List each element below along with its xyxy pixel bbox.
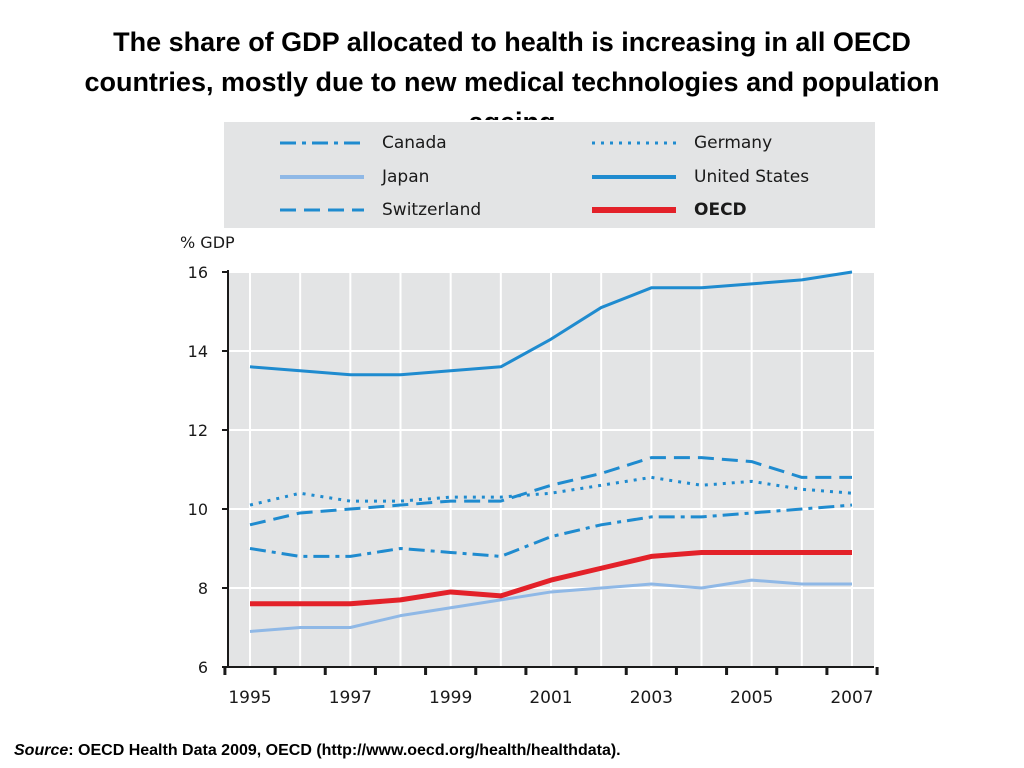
y-tick-label-12: 12 — [188, 421, 208, 440]
legend-swatch-switzerland — [280, 208, 364, 212]
legend-swatch-canada — [280, 141, 364, 145]
y-axis-label: % GDP — [180, 233, 235, 252]
slide-title: The share of GDP allocated to health is … — [10, 22, 1014, 120]
source-label: Source — [14, 742, 69, 759]
series-line-canada — [249, 503, 853, 558]
y-tick-label-8: 8 — [198, 579, 208, 598]
source-text: : OECD Health Data 2009, OECD (http://ww… — [68, 742, 621, 759]
title-line-1: The share of GDP allocated to health is … — [113, 27, 911, 57]
legend-label-canada: Canada — [382, 133, 447, 153]
legend-label-united-states: United States — [694, 167, 810, 187]
legend-swatch-japan — [280, 175, 364, 179]
x-tick-label-2007: 2007 — [830, 688, 873, 708]
series-line-japan — [249, 578, 852, 633]
y-tick-label-10: 10 — [188, 500, 208, 519]
legend-swatch-united-states — [592, 175, 676, 179]
chart-legend: Canada Germany Japan United States Switz… — [224, 122, 875, 228]
series-line-oecd — [250, 549, 852, 607]
series-line-switzerland — [249, 456, 852, 527]
legend-label-switzerland: Switzerland — [382, 200, 482, 220]
x-tick-label-2001: 2001 — [529, 688, 572, 708]
series-line-united-states — [249, 270, 853, 377]
legend-swatch-oecd — [592, 207, 676, 213]
x-tick-label-2005: 2005 — [730, 688, 773, 708]
title-line-2: countries, mostly due to new medical tec… — [84, 67, 940, 97]
x-tick-label-1999: 1999 — [429, 688, 472, 708]
y-tick-label-14: 14 — [188, 342, 208, 361]
title-line-3: ageing — [10, 102, 1014, 120]
x-tick-label-1995: 1995 — [228, 688, 271, 708]
source-note: Source: OECD Health Data 2009, OECD (htt… — [14, 742, 621, 760]
x-tick-label-2003: 2003 — [630, 688, 673, 708]
series-line-germany — [249, 475, 853, 507]
legend-label-japan: Japan — [382, 167, 430, 187]
y-tick-label-6: 6 — [198, 658, 208, 677]
x-tick-label-1997: 1997 — [329, 688, 372, 708]
legend-label-oecd: OECD — [694, 200, 747, 220]
y-tick-label-16: 16 — [188, 263, 208, 282]
legend-label-germany: Germany — [694, 133, 773, 153]
